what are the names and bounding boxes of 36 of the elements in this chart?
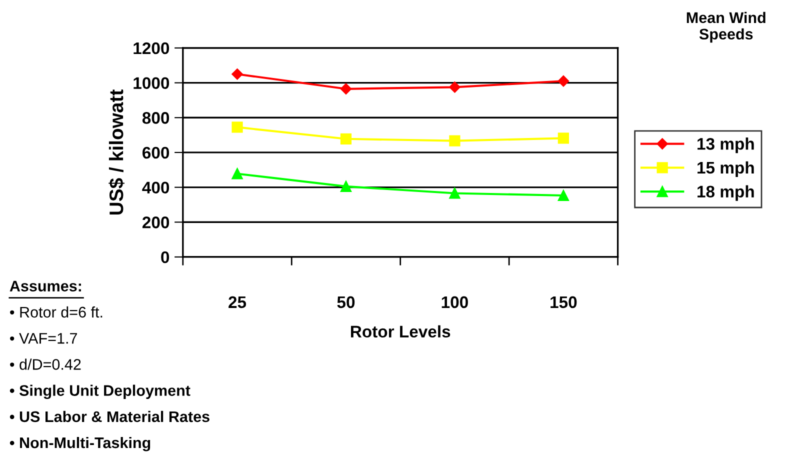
legend-label: 15 mph	[698, 161, 754, 177]
y-tick-label: 1000	[134, 77, 170, 90]
point	[340, 180, 352, 192]
legend-label: 18 mph	[698, 185, 754, 201]
text: • VAF=1.7	[10, 333, 77, 344]
point	[558, 132, 569, 144]
x-tick-label: 50	[337, 296, 355, 308]
text: Assumes:	[10, 280, 81, 292]
text: • Single Unit Deployment	[10, 384, 190, 400]
point	[558, 190, 569, 202]
x-tick-label: 150	[550, 296, 577, 308]
point	[340, 83, 352, 95]
point	[558, 75, 570, 87]
y-tick-label: 400	[142, 182, 170, 194]
point	[232, 168, 243, 180]
point	[449, 82, 460, 93]
text: • Rotor d=6 ft.	[10, 306, 102, 318]
y-tick-label: 0	[161, 251, 170, 264]
text: • Non-Multi-Tasking	[10, 436, 150, 452]
y-tick-label: 200	[142, 216, 170, 228]
point	[232, 122, 243, 133]
x-tick-label: 25	[228, 296, 246, 308]
point	[449, 188, 460, 199]
point	[449, 135, 460, 146]
y-tick-label: 1200	[134, 42, 170, 54]
text: • d/D=0.42	[10, 358, 81, 370]
x-tick-label: 100	[442, 296, 468, 308]
legend-title: Mean Wind Speeds	[686, 12, 766, 43]
text: • US Labor & Material Rates	[10, 410, 210, 422]
x-axis-title: Rotor Levels	[350, 325, 450, 338]
y-tick-label: 600	[142, 146, 170, 159]
y-axis-title: US$ / kilowatt	[108, 90, 124, 215]
y-tick-label: 800	[142, 112, 170, 124]
point	[232, 68, 243, 80]
point	[340, 133, 352, 144]
legend-label: 13 mph	[698, 138, 754, 154]
